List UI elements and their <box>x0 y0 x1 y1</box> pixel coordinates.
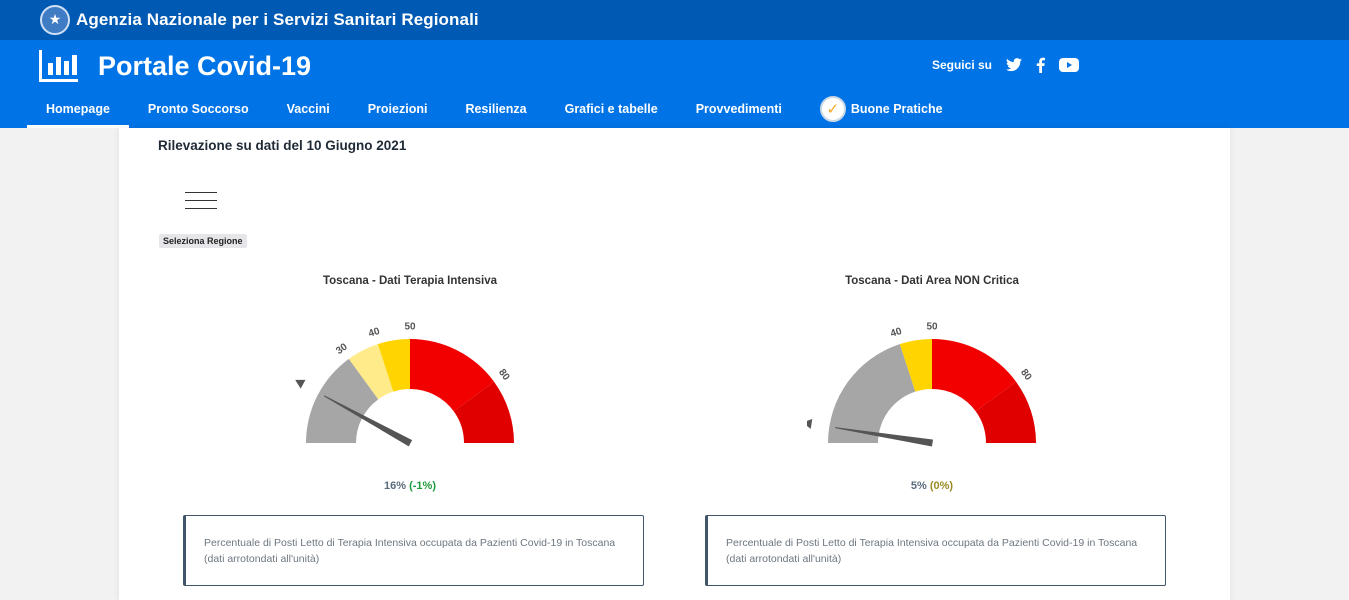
gauge-title-non-critical-area: Toscana - Dati Area NON Critica <box>845 275 1019 287</box>
gauge-marker <box>807 418 813 429</box>
gauge-tick-label: 50 <box>926 322 938 333</box>
top-bar: ★ Agenzia Nazionale per i Servizi Sanita… <box>0 0 1349 40</box>
main-nav: Homepage Pronto Soccorso Vaccini Proiezi… <box>27 90 962 128</box>
description-text: Percentuale di Posti Letto di Terapia In… <box>726 537 1138 549</box>
gauge-tick-label: 30 <box>334 341 350 357</box>
nav-item-provvedimenti[interactable]: Provvedimenti <box>695 102 782 116</box>
delta-text: (-1%) <box>409 480 436 492</box>
nav-item-resilienza[interactable]: Resilienza <box>465 102 527 116</box>
gauge-band <box>932 339 1017 412</box>
gauge-needle <box>835 427 934 447</box>
portal-title: Portale Covid-19 <box>98 50 312 81</box>
nav-item-homepage[interactable]: Homepage <box>27 90 129 128</box>
gauge-band <box>348 344 394 400</box>
bar-chart-logo-icon <box>39 50 78 82</box>
nav-item-proiezioni[interactable]: Proiezioni <box>367 102 428 116</box>
gauge-band <box>410 339 495 412</box>
page-title: Rilevazione su dati del 10 Giugno 2021 <box>158 138 407 153</box>
republic-emblem-icon: ★ <box>40 5 70 35</box>
gauge-tick-label: 40 <box>889 326 903 340</box>
dashboard-card: Rilevazione su dati del 10 Giugno 2021 S… <box>119 128 1230 600</box>
checkmark-badge-icon: ✓ <box>819 96 846 122</box>
gauge-tick-label: 40 <box>367 326 381 340</box>
value-text: 16% <box>384 480 407 492</box>
gauge-value-non-critical-area: 5% (0%) <box>832 480 1032 492</box>
description-note: (dati arrotondati all'unità) <box>204 553 320 565</box>
gauge-band <box>377 339 410 392</box>
gauge-tick-label: 80 <box>1018 367 1034 383</box>
gauge-needle <box>323 395 413 447</box>
gauge-tick-label: 50 <box>404 322 416 333</box>
gauge-band <box>828 344 916 443</box>
gauge-tick-label: 80 <box>496 367 512 383</box>
nav-item-buone-pratiche[interactable]: ✓ Buone Pratiche <box>801 90 962 128</box>
gauge-band <box>453 381 514 443</box>
gauge-marker <box>295 379 306 389</box>
description-text: Percentuale di Posti Letto di Terapia In… <box>204 537 616 549</box>
gauge-non-critical-area: 40 50 80 <box>807 322 1036 447</box>
social-label: Seguici su <box>931 58 992 72</box>
twitter-icon[interactable] <box>1006 58 1022 72</box>
menu-icon[interactable] <box>185 192 217 210</box>
brand[interactable]: Portale Covid-19 <box>39 50 311 82</box>
header: Portale Covid-19 Seguici su Homepage Pro… <box>0 40 1349 128</box>
nav-item-buone-pratiche-label: Buone Pratiche <box>850 102 943 116</box>
value-text: 5% <box>910 480 927 492</box>
gauge-intensive-care: 30 40 50 80 <box>295 322 514 447</box>
gauge-title-intensive-care: Toscana - Dati Terapia Intensiva <box>322 275 498 287</box>
description-note: (dati arrotondati all'unità) <box>726 553 842 565</box>
nav-item-vaccini[interactable]: Vaccini <box>286 102 330 116</box>
description-box-non-critical-area: Percentuale di Posti Letto di Terapia In… <box>705 515 1166 586</box>
gauge-band <box>899 339 932 392</box>
nav-item-grafici-e-tabelle[interactable]: Grafici e tabelle <box>564 102 658 116</box>
gauge-band <box>975 381 1036 443</box>
select-region-tag[interactable]: Seleziona Regione <box>159 234 247 248</box>
nav-item-pronto-soccorso[interactable]: Pronto Soccorso <box>147 102 249 116</box>
org-name[interactable]: Agenzia Nazionale per i Servizi Sanitari… <box>76 10 479 29</box>
youtube-icon[interactable] <box>1059 58 1079 72</box>
delta-text: (0%) <box>929 480 954 492</box>
gauge-value-intensive-care: 16% (-1%) <box>310 480 510 492</box>
social-links: Seguici su <box>932 57 1079 73</box>
gauge-band <box>306 358 379 443</box>
facebook-icon[interactable] <box>1036 57 1045 73</box>
description-box-intensive-care: Percentuale di Posti Letto di Terapia In… <box>183 515 644 586</box>
